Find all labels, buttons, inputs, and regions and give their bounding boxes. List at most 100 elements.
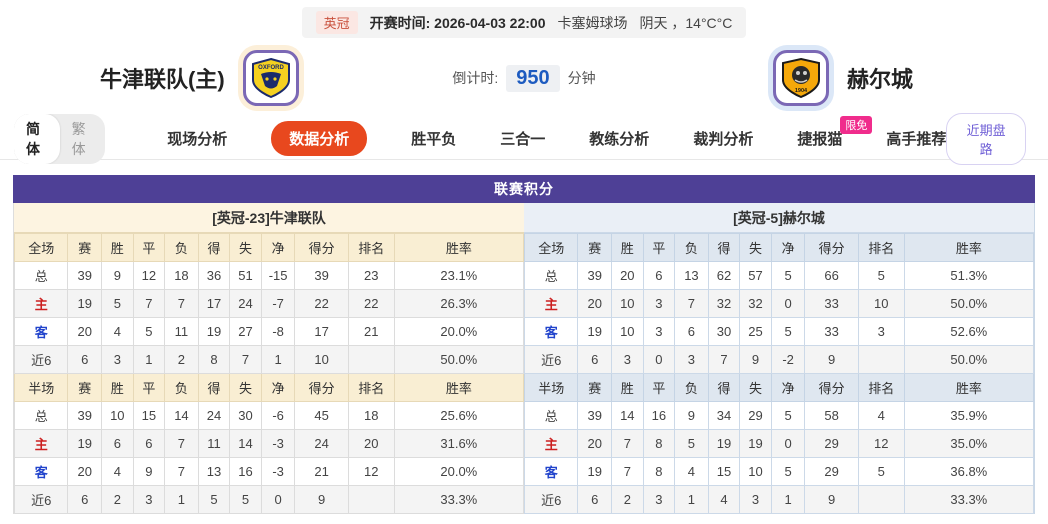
stat-cell: 51.3% [903, 261, 1035, 290]
stat-cell: 51 [229, 261, 262, 290]
kickoff-time: 开赛时间: 2026-04-03 22:00 [369, 14, 546, 31]
tab-三合一[interactable]: 三合一 [500, 131, 546, 148]
stat-cell: 19 [67, 429, 103, 458]
top-strip-wrap: 英冠 开赛时间: 2026-04-03 22:00 卡塞姆球场 阴天 ，14°C… [0, 0, 1048, 38]
tab-高手推荐[interactable]: 高手推荐 [886, 131, 947, 148]
stat-cell: 7 [674, 289, 709, 318]
row-label: 客 [523, 457, 579, 486]
stat-cell: 20 [577, 429, 613, 458]
stat-cell: 5 [132, 317, 166, 346]
row-label: 客 [13, 457, 69, 486]
column-header: 平 [642, 373, 676, 402]
stat-cell: 6 [577, 485, 613, 514]
standings-title: 联赛积分 [13, 175, 1035, 203]
tab-捷报猫[interactable]: 捷报猫 限免 [797, 116, 873, 149]
countdown-label: 倒计时: [452, 70, 499, 86]
stat-cell: 3 [611, 345, 644, 374]
tab-教练分析[interactable]: 教练分析 [589, 131, 650, 148]
stat-cell: 12 [132, 261, 166, 290]
away-team-name: 赫尔城 [846, 67, 913, 92]
column-header: 失 [229, 233, 262, 262]
table-row: 总 39 14 16 9 34 29 5 58 4 35.9% [523, 401, 1035, 430]
stat-cell: 33 [804, 289, 859, 318]
stat-cell: 5 [770, 401, 806, 430]
oxford-crest-icon: OXFORD [251, 57, 290, 99]
recent-odds-button[interactable]: 近期盘路 [946, 112, 1026, 165]
row-label: 总 [523, 401, 579, 430]
stat-cell [347, 345, 395, 374]
lang-simplified-option[interactable]: 简体 [14, 113, 60, 164]
stat-cell: 3 [739, 485, 772, 514]
column-header: 得 [197, 373, 231, 402]
table-row: 客 19 7 8 4 15 10 5 29 5 36.8% [523, 457, 1035, 486]
stat-cell: 9 [739, 345, 772, 374]
stat-cell: 5 [857, 261, 905, 290]
stat-cell: 32 [739, 289, 772, 318]
row-label: 近6 [523, 345, 579, 374]
stat-cell: 2 [101, 485, 134, 514]
away-standings-table: 全场赛胜平负得失净得分 排名 胜率总 39 20 6 13 62 57 5 66 5 51.3% 主 20 1… [523, 233, 1035, 514]
row-label: 近6 [13, 485, 69, 514]
stat-cell: 18 [347, 401, 395, 430]
stat-cell: 24 [294, 429, 349, 458]
stat-cell: 14 [164, 401, 199, 430]
tab-胜平负[interactable]: 胜平负 [411, 131, 457, 148]
row-label: 总 [13, 261, 69, 290]
stat-cell: 7 [164, 429, 199, 458]
tab-数据分析[interactable]: 数据分析 [271, 121, 368, 156]
stat-cell: 39 [67, 401, 103, 430]
stat-cell: 12 [857, 429, 905, 458]
tab-现场分析[interactable]: 现场分析 [167, 131, 228, 148]
stat-cell: 39 [67, 261, 103, 290]
away-standings-header: [英冠-5]赫尔城 [524, 203, 1034, 233]
table-row: 近6 6 3 0 3 7 9 -2 9 50.0% [523, 345, 1035, 374]
stat-cell: 21 [294, 457, 349, 486]
stat-cell: 0 [260, 485, 296, 514]
away-half-header-row: 半场赛胜平负得失净得分 排名 胜率 [523, 373, 1035, 402]
column-header: 得 [707, 373, 741, 402]
stat-cell: 3 [857, 317, 905, 346]
stat-cell: 12 [347, 457, 395, 486]
stat-cell: 36 [197, 261, 231, 290]
column-header: 得分 [294, 373, 349, 402]
stat-cell [857, 345, 905, 374]
stat-cell: 29 [804, 457, 859, 486]
stat-cell: 20 [67, 457, 103, 486]
column-header: 净 [770, 373, 806, 402]
tab-裁判分析[interactable]: 裁判分析 [693, 131, 754, 148]
stat-cell: 19 [739, 429, 772, 458]
table-row: 主 20 10 3 7 32 32 0 33 10 50.0% [523, 289, 1035, 318]
stat-cell: 5 [674, 429, 709, 458]
lang-traditional-option[interactable]: 繁体 [71, 120, 86, 157]
stat-cell: 20 [67, 317, 103, 346]
stat-cell: 7 [611, 429, 644, 458]
stat-cell: 24 [197, 401, 231, 430]
stat-cell: 10 [611, 317, 644, 346]
stat-cell: 50.0% [903, 289, 1035, 318]
stat-cell: 1 [770, 485, 806, 514]
stat-cell: 13 [197, 457, 231, 486]
stat-cell: 11 [164, 317, 199, 346]
stat-cell: 62 [707, 261, 741, 290]
svg-text:OXFORD: OXFORD [258, 65, 284, 71]
stat-cell: 22 [347, 289, 395, 318]
table-row: 近6 6 2 3 1 4 3 1 9 33.3% [523, 485, 1035, 514]
column-header: 负 [164, 373, 199, 402]
stat-cell: 9 [804, 485, 859, 514]
stat-cell: 0 [770, 289, 806, 318]
table-row: 主 19 5 7 7 17 24 -7 22 22 26.3% [13, 289, 525, 318]
stat-cell: 15 [707, 457, 741, 486]
stat-cell: 26.3% [393, 289, 525, 318]
stat-cell: 3 [674, 345, 709, 374]
stat-cell: 11 [197, 429, 231, 458]
language-toggle[interactable]: 简体 繁体 [14, 113, 106, 164]
stat-cell: 5 [770, 317, 806, 346]
column-header: 胜率 [903, 233, 1035, 262]
table-row: 总 39 10 15 14 24 30 -6 45 18 25.6% [13, 401, 525, 430]
stat-cell: 29 [739, 401, 772, 430]
stat-cell: 57 [739, 261, 772, 290]
column-header: 失 [739, 233, 772, 262]
stat-cell: 6 [132, 429, 166, 458]
home-team-group: 牛津联队(主) OXFORD [100, 50, 299, 106]
stat-cell: -8 [260, 317, 296, 346]
